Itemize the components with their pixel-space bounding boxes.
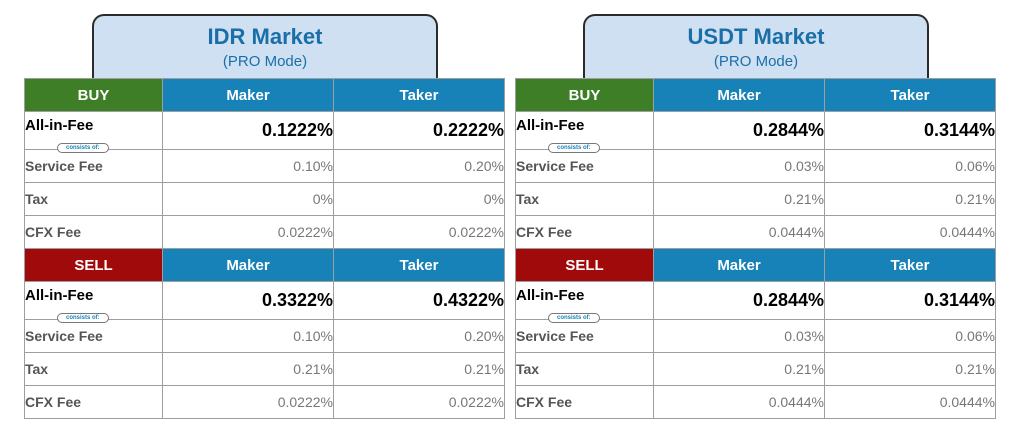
usdt-sell-fee-table: SELL Maker Taker All-in-Fee consists of:… (515, 248, 996, 419)
table-row: Service Fee 0.10% 0.20% (24, 319, 505, 353)
maker-value: 0.0444% (653, 385, 825, 419)
row-label: All-in-Fee (25, 287, 94, 304)
row-label: Service Fee (515, 319, 654, 353)
maker-header: Maker (653, 248, 825, 282)
table-row: All-in-Fee consists of: 0.2844% 0.3144% (515, 281, 996, 323)
maker-value: 0.21% (162, 352, 334, 386)
taker-value: 0.0222% (333, 215, 505, 249)
taker-value: 0.21% (824, 182, 996, 216)
taker-value: 0.4322% (333, 281, 505, 320)
market-subtitle: (PRO Mode) (222, 53, 308, 70)
idr-sell-fee-table: SELL Maker Taker All-in-Fee consists of:… (24, 248, 505, 419)
table-row: Service Fee 0.10% 0.20% (24, 149, 505, 183)
table-row: CFX Fee 0.0222% 0.0222% (24, 215, 505, 249)
row-label: Service Fee (515, 149, 654, 183)
taker-header: Taker (333, 248, 505, 282)
row-label: CFX Fee (515, 215, 654, 249)
row-label: CFX Fee (24, 385, 163, 419)
market-title: IDR Market (207, 24, 323, 49)
table-row: CFX Fee 0.0444% 0.0444% (515, 385, 996, 419)
maker-value: 0.2844% (653, 281, 825, 320)
sell-header: SELL (515, 248, 654, 282)
taker-header: Taker (824, 248, 996, 282)
row-label: Tax (24, 352, 163, 386)
taker-value: 0.21% (333, 352, 505, 386)
row-label: Tax (515, 352, 654, 386)
usdt-buy-fee-table: BUY Maker Taker All-in-Fee consists of: … (515, 78, 996, 249)
taker-value: 0% (333, 182, 505, 216)
table-row: CFX Fee 0.0444% 0.0444% (515, 215, 996, 249)
taker-value: 0.20% (333, 149, 505, 183)
taker-header: Taker (824, 78, 996, 112)
maker-value: 0.21% (653, 352, 825, 386)
taker-value: 0.06% (824, 319, 996, 353)
maker-value: 0.0222% (162, 215, 334, 249)
maker-value: 0.03% (653, 319, 825, 353)
maker-value: 0.2844% (653, 111, 825, 150)
maker-value: 0.1222% (162, 111, 334, 150)
maker-value: 0.10% (162, 319, 334, 353)
idr-buy-fee-table: BUY Maker Taker All-in-Fee consists of: … (24, 78, 505, 249)
taker-value: 0.0444% (824, 215, 996, 249)
table-row: All-in-Fee consists of: 0.1222% 0.2222% (24, 111, 505, 153)
table-row: All-in-Fee consists of: 0.3322% 0.4322% (24, 281, 505, 323)
taker-value: 0.3144% (824, 111, 996, 150)
sell-header: SELL (24, 248, 163, 282)
row-label: Service Fee (24, 319, 163, 353)
taker-header: Taker (333, 78, 505, 112)
table-row: Tax 0% 0% (24, 182, 505, 216)
row-label: Tax (515, 182, 654, 216)
maker-value: 0.0444% (653, 215, 825, 249)
row-label: All-in-Fee (25, 117, 94, 134)
market-subtitle: (PRO Mode) (713, 53, 799, 70)
buy-header: BUY (515, 78, 654, 112)
consists-of-badge: consists of: (548, 143, 600, 153)
table-row: Tax 0.21% 0.21% (515, 352, 996, 386)
taker-value: 0.3144% (824, 281, 996, 320)
maker-value: 0.0222% (162, 385, 334, 419)
table-row: Service Fee 0.03% 0.06% (515, 319, 996, 353)
maker-header: Maker (162, 78, 334, 112)
row-label: Service Fee (24, 149, 163, 183)
table-row: Tax 0.21% 0.21% (24, 352, 505, 386)
row-label: All-in-Fee (516, 287, 585, 304)
taker-value: 0.21% (824, 352, 996, 386)
usdt-market-header: USDT Market (PRO Mode) (583, 14, 929, 86)
row-label: All-in-Fee (516, 117, 585, 134)
maker-value: 0.10% (162, 149, 334, 183)
taker-value: 0.06% (824, 149, 996, 183)
maker-header: Maker (162, 248, 334, 282)
maker-value: 0.03% (653, 149, 825, 183)
taker-value: 0.0444% (824, 385, 996, 419)
taker-value: 0.20% (333, 319, 505, 353)
table-row: Tax 0.21% 0.21% (515, 182, 996, 216)
table-row: Service Fee 0.03% 0.06% (515, 149, 996, 183)
row-label: CFX Fee (24, 215, 163, 249)
table-row: CFX Fee 0.0222% 0.0222% (24, 385, 505, 419)
idr-market-header: IDR Market (PRO Mode) (92, 14, 438, 86)
consists-of-badge: consists of: (57, 143, 109, 153)
buy-header: BUY (24, 78, 163, 112)
taker-value: 0.2222% (333, 111, 505, 150)
taker-value: 0.0222% (333, 385, 505, 419)
table-row: All-in-Fee consists of: 0.2844% 0.3144% (515, 111, 996, 153)
maker-value: 0.21% (653, 182, 825, 216)
maker-value: 0% (162, 182, 334, 216)
consists-of-badge: consists of: (57, 313, 109, 323)
consists-of-badge: consists of: (548, 313, 600, 323)
maker-value: 0.3322% (162, 281, 334, 320)
maker-header: Maker (653, 78, 825, 112)
row-label: Tax (24, 182, 163, 216)
market-title: USDT Market (687, 24, 825, 49)
row-label: CFX Fee (515, 385, 654, 419)
